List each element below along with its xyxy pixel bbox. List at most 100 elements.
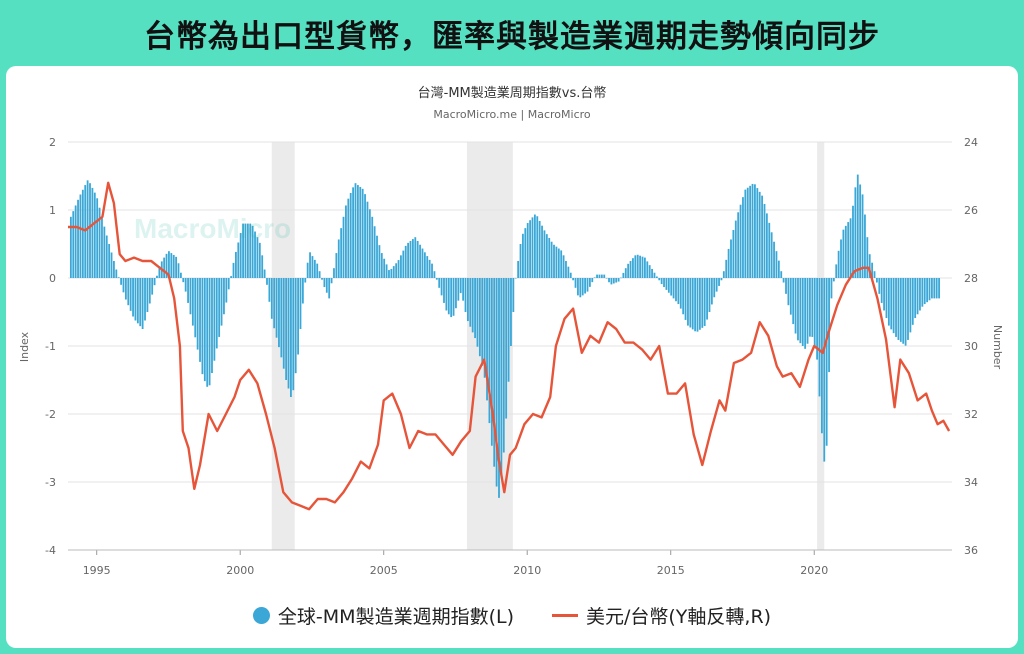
bar [653, 272, 656, 278]
bar [110, 252, 113, 278]
bar [914, 278, 917, 319]
bar [330, 278, 333, 284]
legend-item-bars[interactable]: 全球-MM製造業週期指數(L) [252, 602, 514, 629]
bar [505, 278, 508, 419]
bar [622, 272, 625, 278]
watermark-logo: MacroMicro [134, 213, 292, 244]
bar [672, 278, 675, 299]
bar [285, 278, 288, 380]
bar [486, 278, 488, 401]
bar [780, 271, 783, 278]
bar [261, 255, 264, 278]
bar [469, 278, 472, 327]
legend-item-line[interactable]: 美元/台幣(Y軸反轉,R) [551, 602, 772, 629]
legend-line-label: 美元/台幣(Y軸反轉,R) [585, 605, 772, 628]
bar [519, 244, 522, 278]
bar [768, 222, 771, 278]
bar [887, 278, 890, 326]
bar [481, 278, 484, 366]
bar [737, 212, 740, 278]
bar [244, 223, 247, 278]
bar [675, 278, 677, 302]
bar [725, 259, 728, 278]
bar [543, 230, 546, 278]
bar [538, 220, 541, 278]
bar [885, 278, 888, 319]
bar [175, 256, 178, 278]
bar [404, 245, 407, 278]
bar [79, 194, 82, 278]
right-tick-label: 30 [964, 340, 978, 353]
bar [811, 278, 814, 337]
bar [349, 193, 352, 278]
bar [273, 278, 276, 329]
bar [263, 269, 266, 278]
bar [371, 216, 374, 278]
x-tick-label: 2005 [370, 564, 398, 577]
bar [770, 232, 773, 278]
bar [706, 278, 708, 320]
bar [529, 220, 531, 278]
bar [105, 235, 108, 278]
bar [935, 278, 938, 299]
bar [856, 174, 859, 278]
bar [450, 278, 453, 318]
bar [323, 278, 326, 288]
bar [911, 278, 914, 325]
bar [627, 263, 630, 278]
bar [292, 278, 295, 391]
bar [113, 261, 115, 278]
bar [235, 251, 237, 278]
bar [120, 278, 122, 285]
bar [373, 226, 376, 278]
bar [890, 278, 893, 330]
right-axis-label: Number [991, 325, 1004, 370]
left-tick-label: 0 [49, 272, 56, 285]
bar [177, 263, 180, 278]
bar [531, 217, 534, 278]
bar [639, 255, 642, 278]
bar [734, 220, 737, 278]
bar [321, 278, 323, 280]
bar [612, 278, 615, 284]
bar [187, 278, 189, 303]
bar [196, 278, 199, 350]
bar [773, 241, 775, 278]
bar [184, 278, 187, 292]
bar [562, 255, 565, 278]
bar [423, 252, 426, 278]
bar [254, 231, 256, 278]
bar [579, 278, 582, 298]
bar [682, 278, 685, 315]
bar [883, 278, 885, 311]
bar [670, 278, 673, 296]
bar [866, 237, 869, 278]
bar [165, 253, 168, 278]
bar [615, 278, 618, 283]
bar [388, 270, 390, 278]
left-tick-label: -3 [45, 476, 56, 489]
bar [720, 278, 723, 281]
bar [400, 255, 402, 278]
bar [785, 278, 787, 294]
bar-series [69, 174, 940, 498]
bar [124, 278, 127, 300]
bar [223, 278, 225, 315]
bar [718, 278, 720, 286]
bar [77, 199, 79, 278]
bar [806, 278, 809, 344]
legend-bars-label: 全球-MM製造業週期指數(L) [277, 605, 514, 628]
bar [902, 278, 905, 344]
bar [500, 278, 503, 476]
bar [91, 187, 94, 278]
bar [136, 278, 139, 324]
bar [751, 183, 754, 278]
bar [713, 278, 716, 298]
bar [895, 278, 897, 337]
headline: 台幣為出口型貨幣，匯率與製造業週期走勢傾向同步 [144, 18, 880, 55]
bar [632, 258, 634, 278]
bar [897, 278, 900, 340]
bar [134, 278, 137, 321]
bar [804, 278, 807, 349]
bar [555, 246, 558, 278]
